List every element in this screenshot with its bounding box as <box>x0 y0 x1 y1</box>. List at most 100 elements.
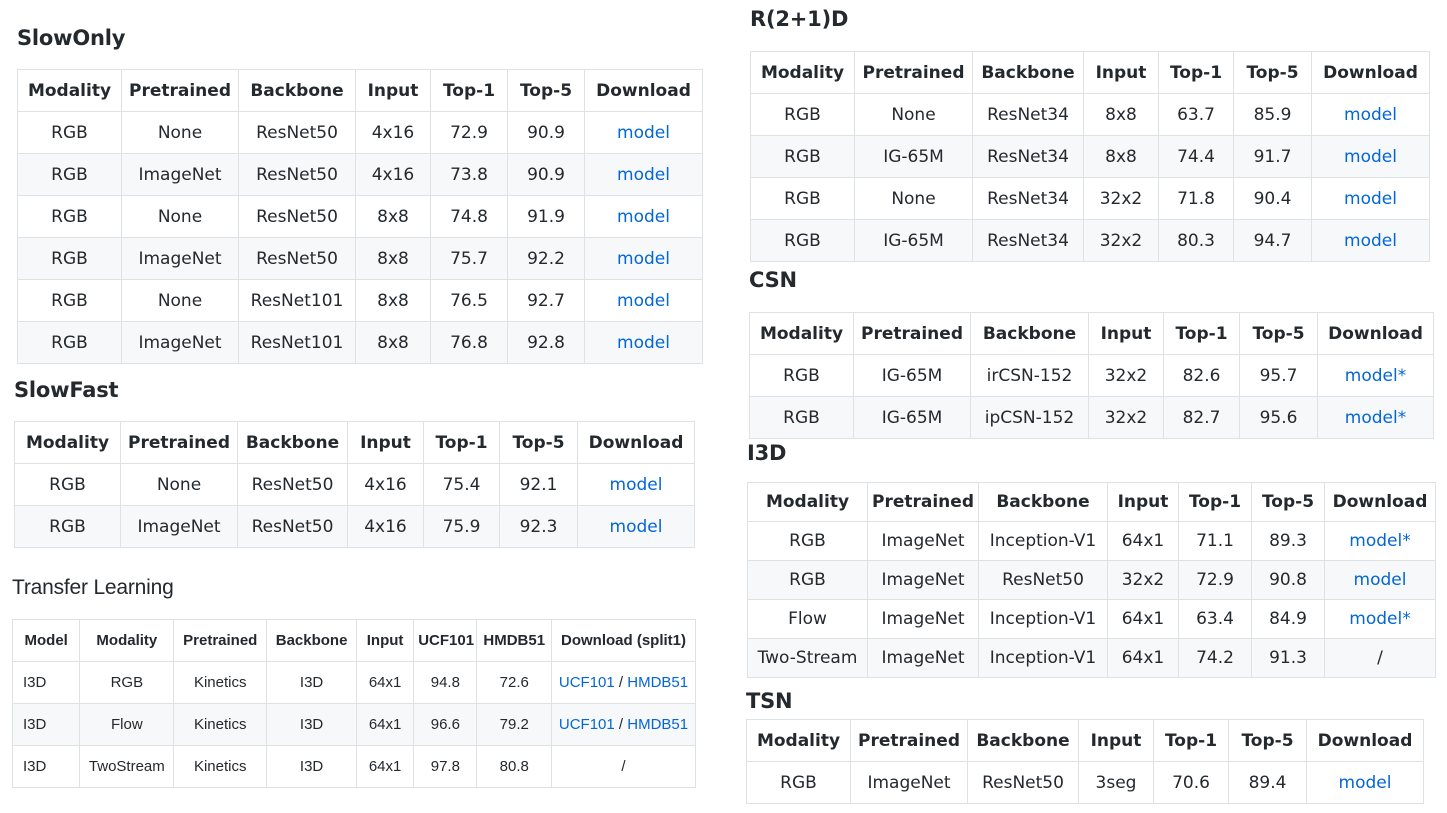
csn-heading: CSN <box>749 268 797 292</box>
table-cell: 8x8 <box>355 237 431 280</box>
column-header: Backbone <box>972 51 1084 94</box>
model-download-link[interactable]: model <box>617 164 670 185</box>
table-cell: RGB <box>749 354 854 397</box>
hmdb51-download-link[interactable]: HMDB51 <box>627 716 689 733</box>
table-cell: ResNet50 <box>237 463 348 506</box>
model-download-link[interactable]: model <box>617 248 670 269</box>
table-cell: irCSN-152 <box>970 354 1089 397</box>
model-download-link[interactable]: model <box>617 332 670 353</box>
table-row: RGB None ResNet34 32x2 71.8 90.4 model <box>750 177 1430 220</box>
model-download-link[interactable]: model <box>617 206 670 227</box>
table-cell: 92.8 <box>507 321 585 364</box>
model-download-link[interactable]: model* <box>1349 531 1411 551</box>
table-cell: ImageNet <box>867 560 979 600</box>
column-header: Input <box>1107 482 1179 522</box>
table-cell: 4x16 <box>347 505 424 548</box>
table-cell: Flow <box>747 599 868 639</box>
table-cell: 82.6 <box>1163 354 1240 397</box>
table-cell: 91.3 <box>1251 638 1325 678</box>
table-cell: Inception-V1 <box>978 638 1108 678</box>
column-header: Download <box>1311 51 1430 94</box>
model-download-link[interactable]: model* <box>1349 609 1411 629</box>
ucf101-download-link[interactable]: UCF101 <box>558 716 615 733</box>
table-cell: 97.8 <box>413 745 478 788</box>
table-cell: I3D <box>11 745 81 788</box>
table-cell: 64x1 <box>1107 521 1179 561</box>
table-cell: RGB <box>79 661 175 704</box>
column-header: Pretrained <box>120 421 238 464</box>
model-download-link[interactable]: model* <box>1344 365 1407 386</box>
table-cell: ResNet34 <box>972 177 1084 220</box>
table-cell: Kinetics <box>173 745 268 788</box>
model-download-link[interactable]: model <box>1344 104 1397 125</box>
column-header: Modality <box>750 51 855 94</box>
model-download-link[interactable]: model <box>609 474 663 495</box>
table-cell: 92.2 <box>507 237 585 280</box>
download-cell: model <box>1311 177 1430 220</box>
table-cell: RGB <box>14 505 121 548</box>
table-cell: 64x1 <box>356 661 415 704</box>
column-header: Top-1 <box>1163 312 1240 355</box>
column-header: Input <box>355 69 431 112</box>
table-cell: ImageNet <box>850 761 968 804</box>
table-cell: IG-65M <box>854 135 973 178</box>
table-cell: 72.6 <box>476 661 552 704</box>
table-cell: RGB <box>17 321 122 364</box>
table-cell: RGB <box>750 219 855 262</box>
column-header: Backbone <box>238 69 356 112</box>
model-download-link[interactable]: model* <box>1344 407 1407 428</box>
download-cell: model <box>1311 219 1430 262</box>
model-download-link[interactable]: model <box>1344 230 1397 251</box>
table-cell: 8x8 <box>355 279 431 322</box>
model-download-link[interactable]: model <box>1344 188 1397 209</box>
transfer-learning-heading: Transfer Learning <box>12 576 174 599</box>
table-row: RGB ImageNet ResNet50 4x16 75.9 92.3 model <box>14 505 695 548</box>
download-cell: model <box>1311 135 1430 178</box>
model-download-link[interactable]: model <box>1344 146 1397 167</box>
table-cell: 74.4 <box>1158 135 1234 178</box>
table-row: I3D Flow Kinetics I3D 64x1 96.6 79.2 UCF101 / H… <box>11 703 696 746</box>
table-row: RGB IG-65M irCSN-152 32x2 82.6 95.7 model* <box>749 354 1434 397</box>
table-row: RGB None ResNet34 8x8 63.7 85.9 model <box>750 93 1430 136</box>
hmdb51-download-link[interactable]: HMDB51 <box>627 674 689 691</box>
table-cell: Inception-V1 <box>978 521 1108 561</box>
table-cell: 4x16 <box>355 111 431 154</box>
table-row: Two-Stream ImageNet Inception-V1 64x1 74.2 91… <box>747 638 1436 678</box>
download-cell: UCF101 / HMDB51 <box>551 661 696 704</box>
table-cell: ImageNet <box>867 638 979 678</box>
download-cell: model <box>584 195 703 238</box>
table-cell: ResNet50 <box>238 153 356 196</box>
model-download-link[interactable]: model <box>1338 772 1392 793</box>
model-download-link[interactable]: model <box>617 122 670 143</box>
header-row: Modality Pretrained Backbone Input Top-1 Top-… <box>746 719 1424 762</box>
model-download-link[interactable]: model <box>617 290 670 311</box>
table-cell: 70.6 <box>1153 761 1229 804</box>
table-cell: RGB <box>746 761 851 804</box>
column-header: Modality <box>14 421 121 464</box>
table-cell: 71.8 <box>1158 177 1234 220</box>
table-cell: 90.4 <box>1233 177 1312 220</box>
table-cell: ResNet50 <box>237 505 348 548</box>
ucf101-download-link[interactable]: UCF101 <box>558 674 615 691</box>
table-cell: ResNet50 <box>238 111 356 154</box>
table-row: RGB IG-65M ipCSN-152 32x2 82.7 95.6 model* <box>749 396 1434 439</box>
table-cell: 32x2 <box>1107 560 1179 600</box>
table-cell: 91.7 <box>1233 135 1312 178</box>
column-header: Download <box>577 421 695 464</box>
table-cell: None <box>854 93 973 136</box>
table-cell: RGB <box>14 463 121 506</box>
table-cell: IG-65M <box>853 396 971 439</box>
table-cell: None <box>854 177 973 220</box>
column-header: Modality <box>17 69 122 112</box>
column-header: UCF101 <box>413 619 478 662</box>
table-cell: 84.9 <box>1251 599 1325 639</box>
i3d-heading: I3D <box>747 441 787 465</box>
table-cell: None <box>121 111 239 154</box>
table-cell: 90.8 <box>1251 560 1325 600</box>
column-header: Top-1 <box>430 69 508 112</box>
column-header: Download <box>1317 312 1434 355</box>
download-cell: model <box>584 111 703 154</box>
table-row: Flow ImageNet Inception-V1 64x1 63.4 84.9 mode… <box>747 599 1436 639</box>
model-download-link[interactable]: model <box>609 516 663 537</box>
model-download-link[interactable]: model <box>1353 570 1407 590</box>
